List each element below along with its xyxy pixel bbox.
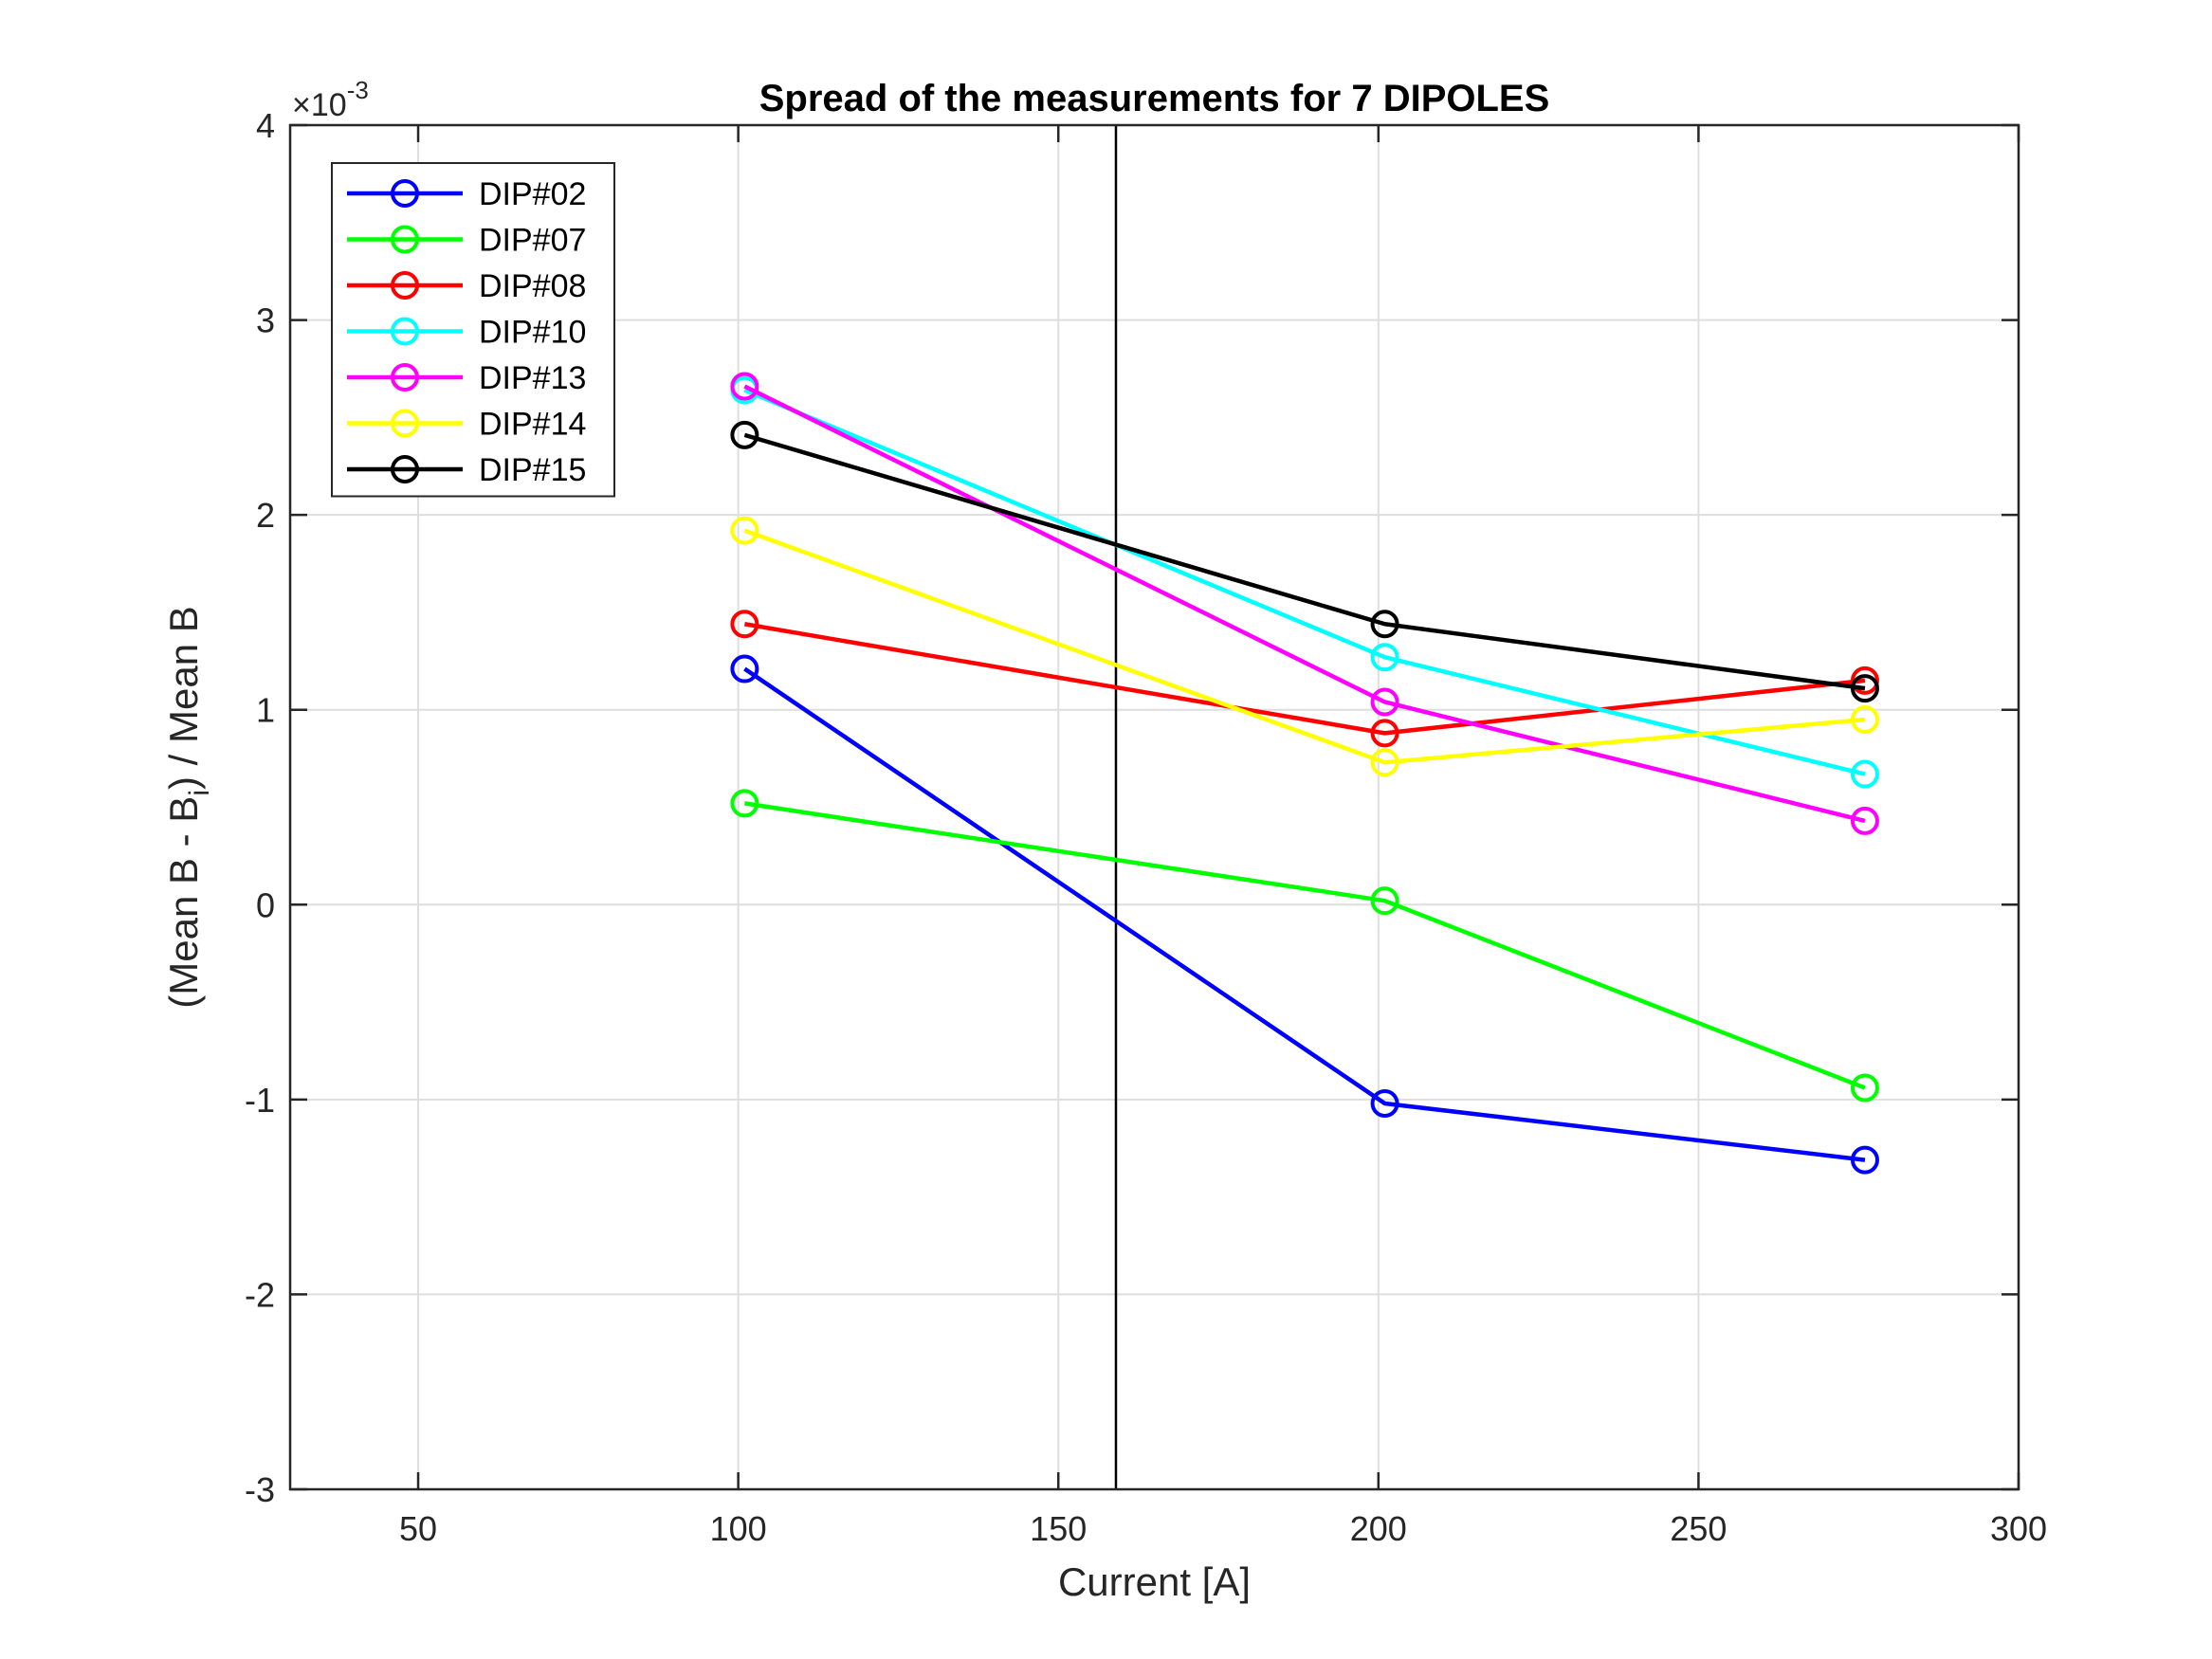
legend-label: DIP#10 [479, 315, 586, 351]
legend-item-dip08: DIP#08 [347, 268, 586, 304]
legend-item-dip07: DIP#07 [347, 223, 586, 259]
legend-swatch-marker [391, 409, 419, 438]
data-point-dip14 [730, 516, 759, 545]
series-line-dip15 [743, 432, 1866, 691]
data-point-dip15 [730, 420, 759, 449]
data-point-dip07 [1370, 886, 1399, 916]
y-tick-label: 2 [256, 496, 275, 535]
series-line-dip02 [743, 666, 1866, 1162]
legend-label: DIP#08 [479, 268, 586, 304]
series-layer [730, 372, 1879, 1175]
tick-marks [290, 123, 2020, 1491]
plot-frame [288, 123, 2020, 1491]
legend-item-dip14: DIP#14 [347, 407, 586, 443]
data-point-dip02 [1370, 1088, 1399, 1118]
x-tick-label: 200 [1350, 1509, 1407, 1548]
y-tick-label: 4 [256, 106, 275, 145]
series-line-dip14 [743, 528, 1866, 765]
y-exponent-base: ×10 [292, 87, 347, 123]
legend: DIP#02 DIP#07 DIP#08 DIP#10 DIP#13 DIP#14 DIP#… [331, 162, 615, 498]
series-dip07 [730, 789, 1879, 1103]
legend-label: DIP#14 [479, 407, 586, 443]
x-tick-label: 250 [1670, 1509, 1727, 1548]
legend-swatch-marker [391, 363, 419, 392]
y-tick-label: 0 [256, 885, 275, 924]
legend-swatch-marker [391, 179, 419, 208]
y-tick-label: 1 [256, 691, 275, 730]
series-line-dip07 [744, 801, 1866, 1090]
data-point-dip13 [1370, 687, 1399, 717]
data-point-dip10 [1850, 759, 1879, 789]
legend-swatch-marker [391, 225, 419, 254]
legend-item-dip15: DIP#15 [347, 452, 586, 488]
legend-item-dip02: DIP#02 [347, 176, 586, 212]
legend-swatch-marker [391, 317, 419, 346]
series-dip02 [730, 654, 1879, 1175]
data-point-dip15 [1370, 610, 1399, 639]
y-exponent-label: ×10-3 [292, 76, 369, 123]
y-axis-label: (Mean B - Bi) / Mean B [161, 606, 215, 1009]
series-dip14 [730, 516, 1879, 777]
legend-item-dip13: DIP#13 [347, 360, 586, 396]
data-point-dip08 [1370, 719, 1399, 748]
legend-swatch-marker [391, 271, 419, 300]
data-point-dip02 [730, 654, 759, 684]
data-point-dip02 [1850, 1145, 1879, 1175]
series-dip13 [730, 372, 1879, 835]
x-tick-labels: 50 100 150 200 250 300 [399, 1509, 2047, 1548]
series-line-dip13 [743, 384, 1866, 824]
series-line-dip08 [744, 622, 1866, 736]
y-tick-label: -1 [245, 1081, 275, 1120]
y-axis-label-suffix: ) / Mean B [161, 606, 206, 790]
legend-label: DIP#02 [479, 176, 586, 212]
x-tick-label: 300 [1990, 1509, 2047, 1548]
series-dip08 [730, 610, 1879, 748]
y-axis-label-subscript: i [184, 790, 215, 796]
y-tick-labels: -3 -2 -1 0 1 2 3 4 [245, 106, 275, 1509]
legend-label: DIP#13 [479, 360, 586, 396]
y-exponent-power: -3 [347, 76, 369, 104]
chart-title: Spread of the measurements for 7 DIPOLES [759, 78, 1550, 119]
data-point-dip07 [1850, 1073, 1879, 1103]
x-tick-label: 150 [1030, 1509, 1087, 1548]
series-dip15 [730, 420, 1879, 703]
x-axis-label: Current [A] [1058, 1559, 1251, 1604]
data-point-dip10 [1370, 643, 1399, 672]
legend-label: DIP#15 [479, 452, 586, 488]
data-point-dip13 [1850, 806, 1879, 835]
y-tick-label: -3 [245, 1470, 275, 1509]
x-tick-label: 100 [710, 1509, 767, 1548]
legend-label: DIP#07 [479, 223, 586, 259]
legend-swatch-marker [391, 455, 419, 483]
y-tick-label: 3 [256, 301, 275, 340]
y-axis-label-prefix: (Mean B - B [161, 796, 206, 1009]
data-point-dip15 [1850, 674, 1879, 703]
data-point-dip14 [1370, 748, 1399, 777]
data-point-dip08 [730, 610, 759, 639]
x-tick-label: 50 [399, 1509, 437, 1548]
data-point-dip07 [730, 789, 759, 818]
data-point-dip13 [730, 372, 759, 401]
data-point-dip14 [1850, 704, 1879, 734]
legend-item-dip10: DIP#10 [347, 315, 586, 351]
data-point-dip08 [1850, 665, 1879, 695]
y-tick-label: -2 [245, 1275, 275, 1314]
